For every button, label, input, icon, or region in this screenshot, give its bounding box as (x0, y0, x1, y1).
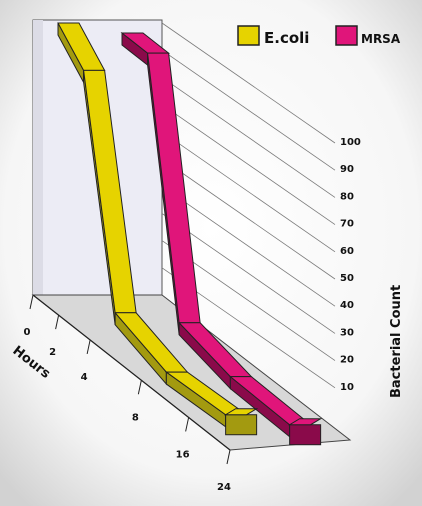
x-tick-label: 8 (132, 412, 139, 423)
x-tick-mark (137, 380, 142, 395)
x-tick-mark (55, 315, 60, 330)
x-tick-label: 16 (176, 449, 190, 460)
ribbon-end-top (287, 418, 323, 426)
x-tick-mark (185, 417, 190, 432)
legend-label-mrsa: MRSA (361, 32, 401, 46)
y-tick-label: 20 (340, 355, 354, 366)
x-tick-mark (226, 449, 231, 465)
y-tick-label: 90 (340, 164, 354, 175)
y-tick-label: 10 (340, 382, 354, 393)
gridlines (161, 22, 336, 389)
x-tick-label: 24 (217, 482, 231, 493)
y-axis-title: Bacterial Count (389, 285, 404, 398)
x-tick-mark (86, 339, 91, 355)
gridline (161, 131, 336, 253)
legend-label-ecoli: E.coli (264, 29, 309, 47)
back-wall-left-strip (33, 20, 43, 295)
x-tick-label: 4 (81, 372, 88, 383)
y-tick-label: 70 (340, 219, 354, 230)
gridline (161, 213, 336, 334)
x-tick-label: 2 (49, 347, 56, 358)
y-tick-label: 60 (340, 246, 354, 257)
legend: E.coli MRSA (237, 25, 401, 47)
x-tick-label: 0 (24, 327, 31, 338)
series-layer (57, 22, 323, 446)
gridline (161, 185, 336, 307)
y-tick-label: 40 (340, 300, 354, 311)
legend-item-mrsa: MRSA (335, 25, 401, 46)
gridline (161, 49, 336, 171)
y-tick-label: 100 (340, 137, 361, 148)
legend-swatch-mrsa (335, 25, 358, 46)
legend-item-ecoli: E.coli (237, 25, 309, 47)
gridline (161, 77, 336, 198)
legend-swatch-ecoli (237, 25, 260, 46)
series-mrsa (120, 31, 323, 446)
gridline (161, 22, 336, 144)
ribbon-end-cap (289, 424, 322, 446)
gridline (161, 158, 336, 280)
x-axis-line (32, 294, 231, 451)
x-tick-mark (29, 294, 34, 310)
ribbon-end-top (223, 408, 259, 416)
y-tick-label: 80 (340, 191, 354, 202)
series-e-coli (57, 22, 259, 436)
gridline (161, 104, 336, 225)
ribbon-end-cap (225, 414, 258, 436)
y-tick-label: 30 (340, 327, 354, 338)
y-ticks: 10 20 30 40 50 60 70 80 90 100 (340, 137, 361, 393)
y-tick-label: 50 (340, 273, 354, 284)
